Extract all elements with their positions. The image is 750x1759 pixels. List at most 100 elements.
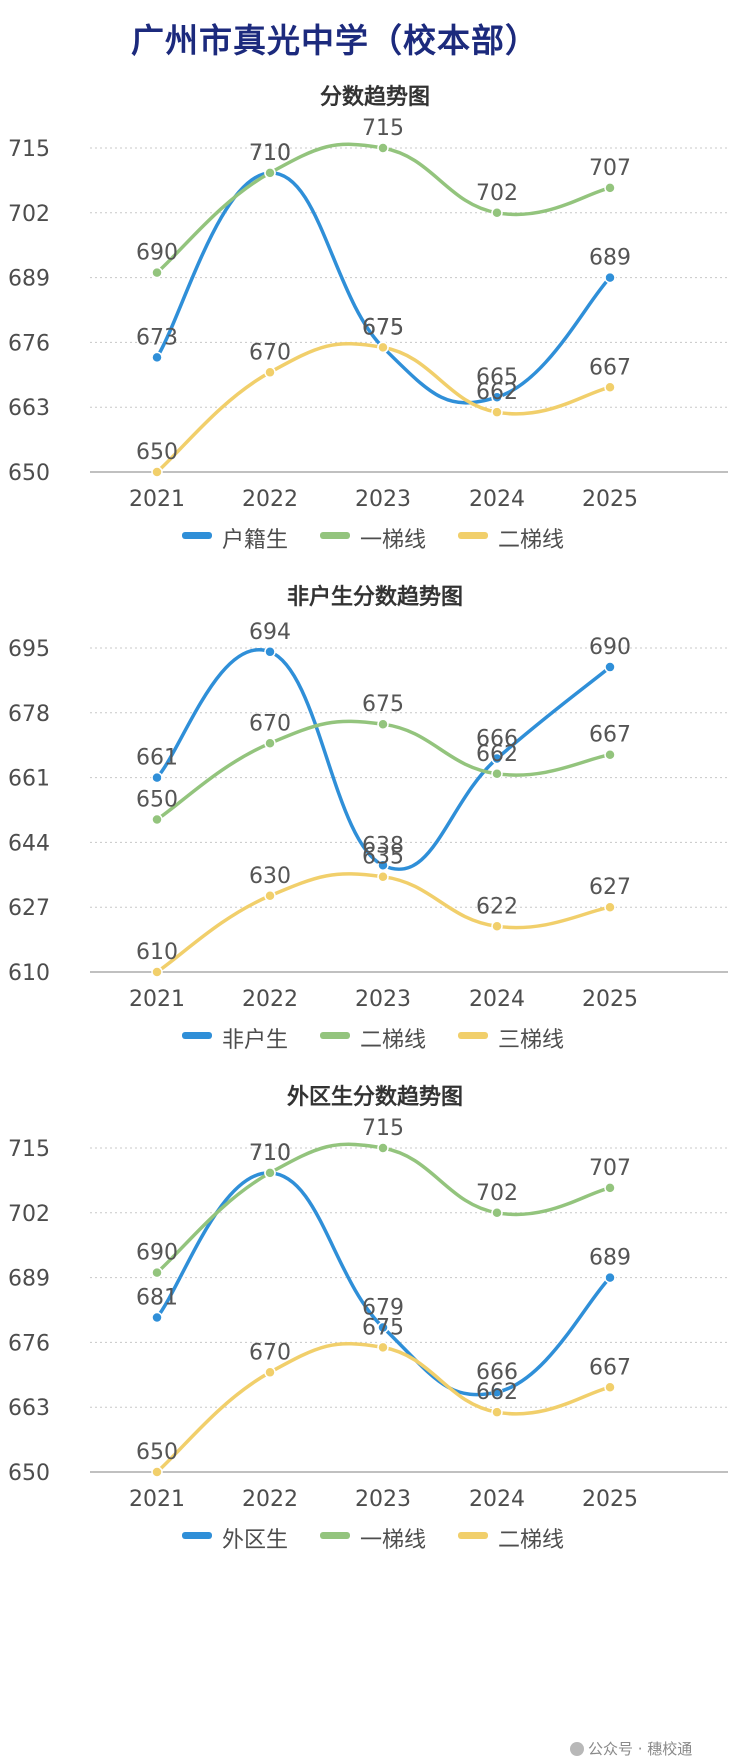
x-tick-label: 2022 bbox=[242, 987, 298, 1012]
data-label: 690 bbox=[136, 241, 178, 266]
data-point bbox=[604, 381, 616, 394]
y-tick-label: 702 bbox=[8, 1202, 50, 1227]
x-tick-label: 2025 bbox=[582, 987, 638, 1012]
data-label: 670 bbox=[249, 711, 291, 736]
data-label: 702 bbox=[476, 181, 518, 206]
data-label: 690 bbox=[136, 1241, 178, 1266]
series-line bbox=[155, 171, 612, 405]
data-label: 675 bbox=[362, 315, 404, 340]
legend-swatch bbox=[320, 532, 350, 539]
y-tick-label: 689 bbox=[8, 1267, 50, 1292]
x-tick-label: 2022 bbox=[242, 1487, 298, 1512]
data-point bbox=[151, 966, 163, 978]
data-label: 673 bbox=[136, 325, 178, 350]
data-label: 694 bbox=[249, 620, 291, 645]
y-tick-label: 715 bbox=[8, 1137, 50, 1162]
data-label: 710 bbox=[249, 141, 291, 166]
data-point bbox=[264, 646, 276, 658]
legend-swatch bbox=[182, 1032, 212, 1039]
data-label: 650 bbox=[136, 1440, 178, 1465]
legend-label: 一梯线 bbox=[360, 528, 426, 553]
legend-label: 一梯线 bbox=[360, 1528, 426, 1553]
legend-label: 二梯线 bbox=[498, 528, 564, 553]
y-tick-label: 702 bbox=[8, 202, 50, 227]
x-tick-label: 2024 bbox=[469, 1487, 525, 1512]
data-label: 689 bbox=[589, 1246, 631, 1271]
data-point bbox=[264, 737, 276, 750]
data-label: 666 bbox=[476, 727, 518, 752]
data-point bbox=[377, 1142, 389, 1154]
data-point bbox=[604, 661, 616, 673]
series-line bbox=[155, 647, 612, 871]
data-label: 666 bbox=[476, 1360, 518, 1385]
data-label: 681 bbox=[136, 1285, 178, 1310]
data-point bbox=[151, 266, 163, 279]
data-point bbox=[604, 748, 616, 761]
y-tick-label: 689 bbox=[8, 267, 50, 292]
data-point bbox=[491, 391, 503, 403]
data-point bbox=[151, 466, 163, 478]
data-point bbox=[604, 182, 616, 194]
data-label: 638 bbox=[362, 833, 404, 858]
data-label: 675 bbox=[362, 692, 404, 717]
data-label: 670 bbox=[249, 340, 291, 365]
y-tick-label: 715 bbox=[8, 137, 50, 162]
series-line bbox=[155, 341, 612, 474]
x-tick-label: 2025 bbox=[582, 487, 638, 512]
data-label: 635 bbox=[362, 845, 404, 870]
data-label: 702 bbox=[476, 1181, 518, 1206]
chart-other-district-trend: 外区生分数趋势图 650 663 676 689 702 715 2021 2022 2023 20… bbox=[8, 1084, 728, 1553]
data-label: 622 bbox=[476, 894, 518, 919]
x-tick-label: 2023 bbox=[355, 1487, 411, 1512]
legend-swatch bbox=[458, 1532, 488, 1539]
data-label: 715 bbox=[362, 116, 404, 141]
data-label: 630 bbox=[249, 864, 291, 889]
data-point bbox=[264, 1167, 276, 1179]
data-label: 662 bbox=[476, 742, 518, 767]
wechat-icon bbox=[570, 1742, 584, 1756]
y-tick-label: 650 bbox=[8, 461, 50, 486]
chart-non-resident-trend: 非户生分数趋势图 610 627 644 661 678 695 2021 2022 2023 20… bbox=[8, 584, 728, 1053]
data-point bbox=[377, 1341, 389, 1354]
y-tick-label: 663 bbox=[8, 1396, 50, 1421]
data-point bbox=[264, 167, 276, 179]
data-point bbox=[491, 752, 503, 765]
data-label: 715 bbox=[362, 1116, 404, 1141]
legend-swatch bbox=[458, 1032, 488, 1039]
data-label: 670 bbox=[249, 1340, 291, 1365]
y-tick-label: 695 bbox=[8, 637, 50, 662]
data-point bbox=[377, 1321, 389, 1334]
data-point bbox=[491, 920, 503, 933]
data-point bbox=[151, 771, 163, 784]
data-label: 679 bbox=[362, 1295, 404, 1320]
data-label: 675 bbox=[362, 315, 404, 340]
x-tick-label: 2021 bbox=[129, 987, 185, 1012]
data-label: 707 bbox=[589, 156, 631, 181]
data-point bbox=[604, 901, 616, 913]
data-point bbox=[491, 406, 503, 418]
legend-swatch bbox=[182, 1532, 212, 1539]
series-line bbox=[155, 719, 612, 822]
data-point bbox=[264, 366, 276, 379]
data-point bbox=[491, 1207, 503, 1219]
legend-swatch bbox=[320, 1032, 350, 1039]
y-tick-label: 661 bbox=[8, 767, 50, 792]
legend-label: 二梯线 bbox=[498, 1528, 564, 1553]
x-tick-label: 2023 bbox=[355, 987, 411, 1012]
data-label: 662 bbox=[476, 1380, 518, 1405]
data-point bbox=[604, 1381, 616, 1394]
series-line bbox=[155, 1171, 612, 1397]
data-point bbox=[491, 1386, 503, 1398]
watermark-text: 公众号 · 穗校通 bbox=[588, 1740, 693, 1758]
data-point bbox=[604, 1271, 616, 1284]
x-tick-label: 2024 bbox=[469, 987, 525, 1012]
data-point bbox=[264, 890, 276, 902]
data-point bbox=[377, 718, 389, 730]
data-point bbox=[491, 768, 503, 780]
data-label: 710 bbox=[249, 1141, 291, 1166]
data-label: 627 bbox=[589, 875, 631, 900]
chart-title: 分数趋势图 bbox=[320, 84, 430, 110]
data-label: 667 bbox=[589, 1355, 631, 1380]
y-tick-label: 676 bbox=[8, 1331, 50, 1356]
data-point bbox=[377, 870, 389, 883]
